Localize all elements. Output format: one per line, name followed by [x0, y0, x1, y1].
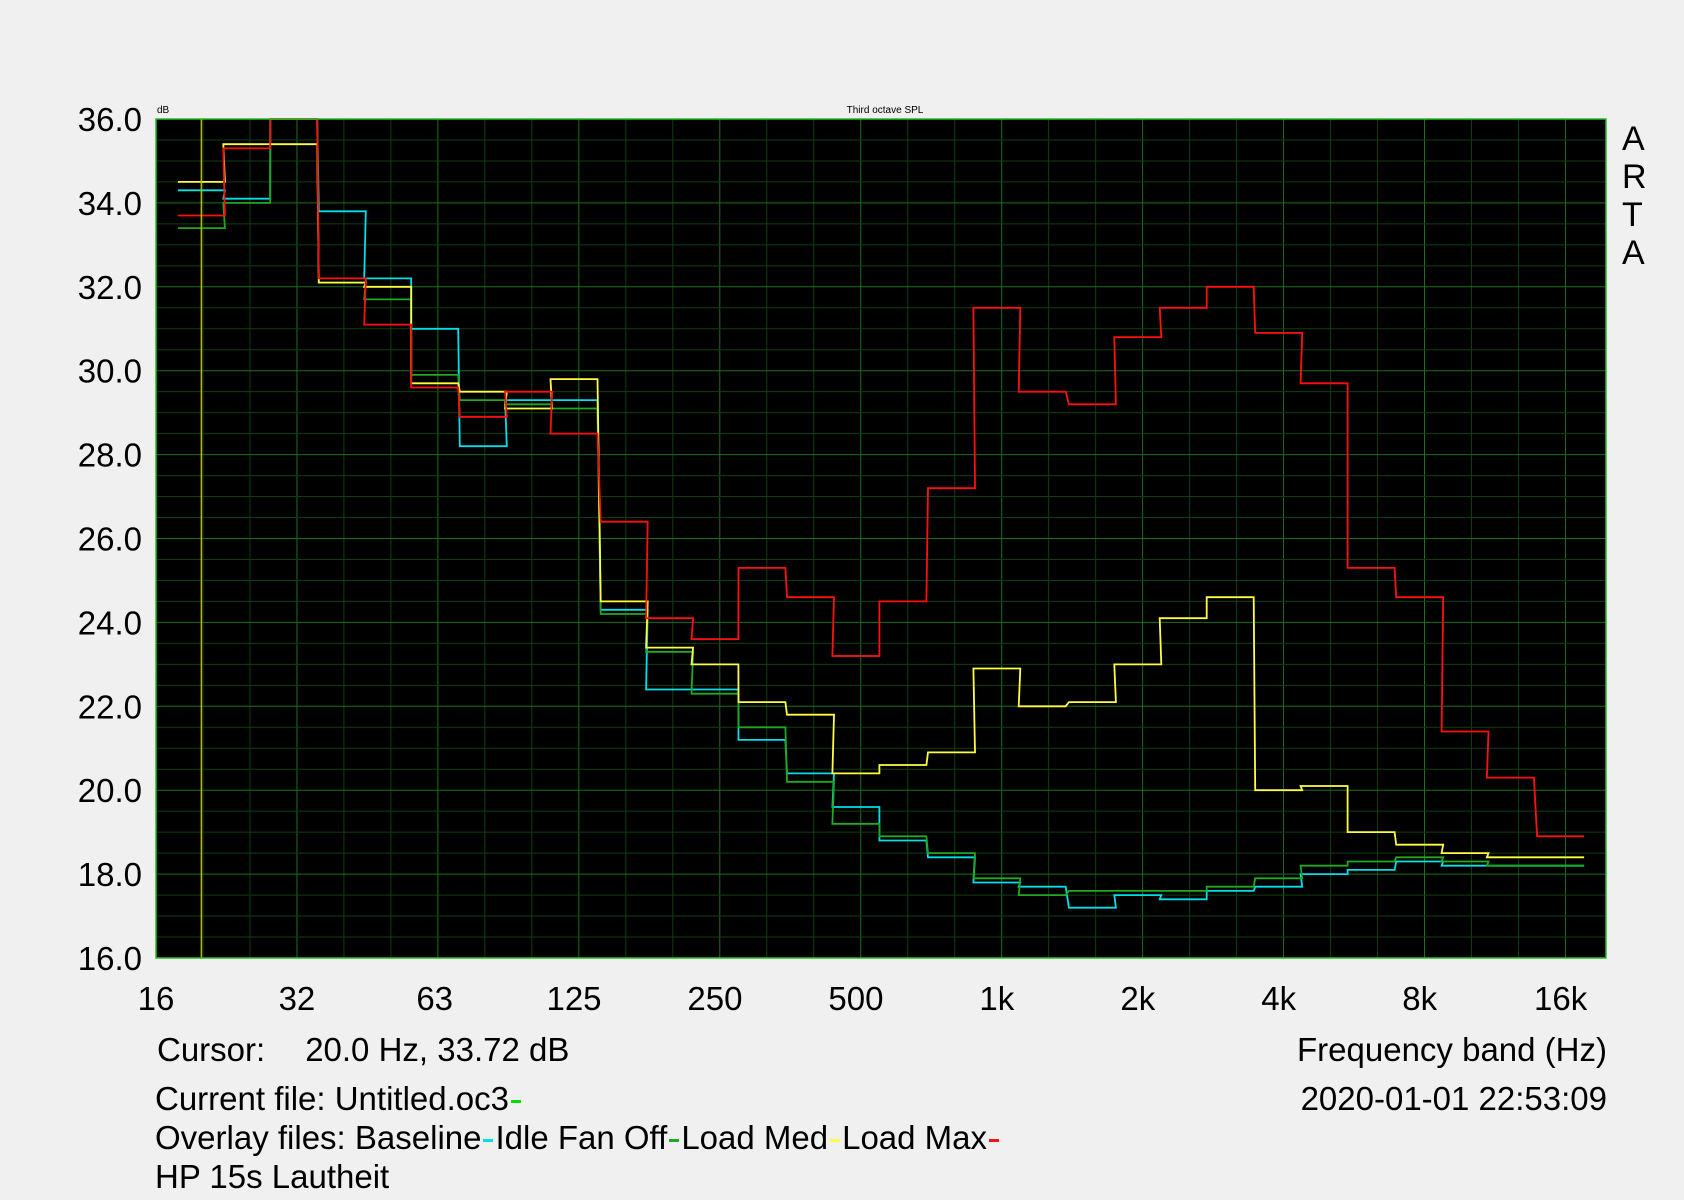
- overlay-label: Overlay files:: [155, 1119, 346, 1156]
- x-tick-label: 16: [138, 980, 175, 1017]
- y-axis-ticks: 36.0 34.0 32.0 30.0 28.0 26.0 24.0 22.0 20.0 18.0…: [78, 101, 142, 977]
- overlay-load-med: Load Med: [681, 1119, 829, 1156]
- y-tick-label: 18.0: [78, 856, 142, 893]
- y-tick-label: 26.0: [78, 521, 142, 558]
- overlay-swatch: [989, 1138, 1000, 1142]
- overlay-swatch: [830, 1138, 841, 1142]
- cursor-value: 20.0 Hz, 33.72 dB: [305, 1031, 570, 1068]
- current-file: Current file: Untitled.oc3: [155, 1082, 523, 1115]
- caption: HP 15s Lautheit: [155, 1158, 390, 1195]
- current-file-label: Current file: Untitled.oc3: [155, 1080, 509, 1117]
- y-axis-unit-label: dB: [157, 105, 170, 116]
- y-tick-label: 24.0: [78, 604, 142, 641]
- x-tick-label: 16k: [1534, 980, 1588, 1017]
- series-group: [177, 118, 1585, 909]
- y-tick-label: 22.0: [78, 688, 142, 725]
- y-tick-label: 20.0: [78, 772, 142, 809]
- arta-logo-letter: T: [1622, 196, 1643, 234]
- current-file-swatch: [511, 1099, 521, 1103]
- plot-frame: [155, 118, 1607, 959]
- overlay-swatch: [483, 1138, 494, 1142]
- y-tick-label: 34.0: [78, 185, 142, 222]
- arta-logo-letter: A: [1622, 120, 1645, 158]
- timestamp: 2020-01-01 22:53:09: [1300, 1080, 1607, 1117]
- overlay-files: Overlay files: Baseline Idle Fan Off Load …: [155, 1121, 1001, 1154]
- overlay-swatch: [669, 1138, 680, 1142]
- x-tick-label: 4k: [1261, 980, 1296, 1017]
- series-line-load-max: [177, 118, 1585, 838]
- x-tick-label: 32: [279, 980, 316, 1017]
- y-tick-label: 30.0: [78, 353, 142, 390]
- y-tick-label: 16.0: [78, 940, 142, 977]
- x-tick-label: 125: [546, 980, 601, 1017]
- cursor-label: Cursor:: [157, 1031, 266, 1068]
- y-tick-label: 32.0: [78, 269, 142, 306]
- x-tick-label: 500: [828, 980, 883, 1017]
- arta-logo-letter: R: [1622, 158, 1647, 196]
- x-tick-label: 63: [416, 980, 453, 1017]
- overlay-baseline: Baseline: [354, 1119, 482, 1156]
- x-tick-label: 2k: [1120, 980, 1155, 1017]
- chart-title: Third octave SPL: [847, 105, 924, 116]
- overlay-load-max: Load Max: [842, 1119, 988, 1156]
- y-tick-label: 36.0: [78, 101, 142, 138]
- arta-logo-letter: A: [1622, 234, 1645, 272]
- x-tick-label: 8k: [1402, 980, 1437, 1017]
- cursor-readout: Cursor: 20.0 Hz, 33.72 dB: [157, 1033, 569, 1066]
- y-tick-label: 28.0: [78, 437, 142, 474]
- x-axis-label: Frequency band (Hz): [1297, 1031, 1607, 1068]
- x-tick-label: 250: [687, 980, 742, 1017]
- overlay-idle-fan-off: Idle Fan Off: [495, 1119, 668, 1156]
- x-tick-label: 1k: [979, 980, 1014, 1017]
- x-axis-ticks: 16 32 63 125 250 500 1k 2k 4k 8k 16k: [138, 980, 1588, 1017]
